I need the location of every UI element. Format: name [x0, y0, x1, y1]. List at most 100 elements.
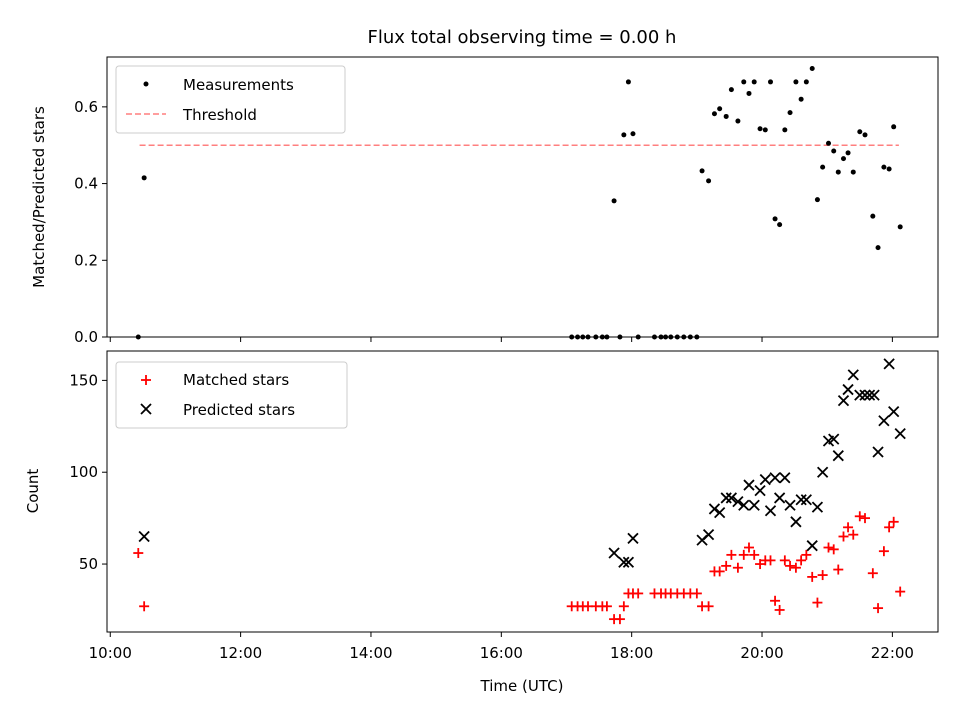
ratio-y-tick-label: 0.4	[74, 175, 98, 193]
matched-star-marker	[790, 562, 801, 573]
legend-measurements-label: Measurements	[183, 76, 294, 94]
predicted-star-marker	[714, 506, 726, 519]
measurement-point	[803, 79, 809, 85]
predicted-star-marker	[764, 505, 777, 517]
measurement-point	[793, 79, 799, 85]
legend-matched-marker	[141, 375, 151, 385]
measurement-point	[687, 334, 693, 340]
predicted-star-marker	[817, 466, 829, 478]
predicted-star-marker	[859, 389, 871, 401]
legend-threshold-label: Threshold	[182, 106, 257, 124]
measurement-point	[569, 334, 575, 340]
matched-star-marker	[755, 559, 766, 570]
predicted-star-marker	[806, 540, 818, 552]
matched-star-marker	[601, 601, 612, 612]
legend-predicted-marker	[140, 403, 152, 415]
count-panel-frame	[106, 350, 939, 633]
count-y-axis-label: Count	[24, 469, 42, 514]
ratio-legend: Measurements Threshold	[115, 65, 346, 134]
legend-measurements-marker	[143, 81, 149, 87]
measurement-point	[787, 110, 793, 116]
count-x-ticks: 10:00 12:00 14:00 16:00 18:00 20:00 22:00	[89, 632, 914, 662]
measurement-point	[735, 118, 741, 124]
matched-star-marker	[796, 555, 807, 566]
measurement-point	[630, 131, 636, 137]
matched-star-marker	[867, 568, 878, 579]
measurement-point	[135, 334, 141, 340]
predicted-star-marker	[837, 394, 850, 407]
matched-star-marker	[895, 586, 906, 597]
matched-star-marker	[817, 570, 828, 581]
matched-star-marker	[743, 542, 754, 553]
measurement-point	[621, 132, 627, 138]
matched-star-marker	[133, 548, 144, 559]
predicted-star-marker	[779, 472, 791, 484]
predicted-star-marker	[847, 369, 859, 381]
predicted-star-marker	[894, 428, 906, 440]
predicted-star-marker	[702, 529, 715, 541]
measurement-point	[681, 334, 687, 340]
predicted-star-marker	[769, 472, 781, 484]
x-tick-label: 10:00	[89, 644, 132, 662]
ratio-marks	[135, 66, 903, 340]
chart-title: Flux total observing time = 0.00 h	[368, 27, 677, 48]
measurement-point	[611, 198, 617, 204]
measurement-point	[845, 150, 851, 156]
legend-predicted-label: Predicted stars	[183, 401, 295, 419]
matched-star-marker	[838, 531, 849, 542]
predicted-star-marker	[738, 499, 750, 511]
ratio-y-tick-label: 0.6	[74, 98, 98, 116]
measurement-point	[814, 197, 820, 203]
measurement-point	[711, 111, 717, 117]
measurement-point	[835, 169, 841, 175]
count-y-tick-label: 100	[69, 463, 98, 481]
measurement-point	[777, 222, 783, 228]
measurement-point	[663, 334, 669, 340]
measurement-point	[741, 79, 747, 85]
predicted-star-marker	[627, 532, 639, 544]
measurement-point	[826, 140, 832, 146]
measurement-point	[617, 334, 623, 340]
matched-star-marker	[691, 588, 702, 599]
measurement-point	[141, 175, 147, 181]
matched-star-marker	[848, 529, 859, 540]
measurement-point	[668, 334, 674, 340]
measurement-point	[782, 127, 788, 133]
count-y-ticks: 50 100 150	[69, 371, 107, 573]
matched-star-marker	[732, 562, 743, 573]
ratio-panel: 0.0 0.2 0.4 0.6 Matched/Predicted stars Mea…	[30, 56, 939, 346]
predicted-star-marker	[725, 492, 738, 504]
matched-star-marker	[765, 555, 776, 566]
matched-star-marker	[828, 544, 839, 555]
predicted-star-marker	[800, 494, 812, 506]
count-panel: 50 100 150 10:00 12:00 14:00 16:00 18:00 20:00 2…	[24, 350, 939, 695]
predicted-star-marker	[888, 405, 900, 418]
predicted-star-marker	[720, 492, 732, 504]
measurement-point	[585, 334, 591, 340]
matched-star-marker	[749, 549, 760, 560]
measurement-point	[809, 66, 815, 72]
predicted-star-marker	[622, 556, 635, 568]
measurement-point	[857, 129, 863, 135]
x-tick-label: 22:00	[871, 644, 914, 662]
x-tick-label: 16:00	[480, 644, 523, 662]
count-y-tick-label: 50	[79, 555, 98, 573]
measurement-point	[728, 87, 734, 93]
predicted-star-marker	[618, 556, 630, 568]
matched-star-marker	[703, 601, 714, 612]
matched-star-marker	[721, 560, 732, 571]
measurement-point	[575, 334, 581, 340]
ratio-y-tick-label: 0.2	[74, 251, 98, 269]
predicted-star-marker	[872, 446, 884, 458]
ratio-legend-box	[115, 65, 346, 134]
matched-star-marker	[714, 566, 725, 577]
measurement-point	[651, 334, 657, 340]
measurement-point	[831, 148, 837, 154]
ratio-y-tick-label: 0.0	[74, 328, 98, 346]
x-axis-label: Time (UTC)	[480, 677, 564, 695]
predicted-star-marker	[138, 530, 150, 543]
measurement-point	[881, 164, 887, 170]
measurement-point	[762, 127, 768, 133]
ratio-x-ticks	[109, 337, 893, 342]
